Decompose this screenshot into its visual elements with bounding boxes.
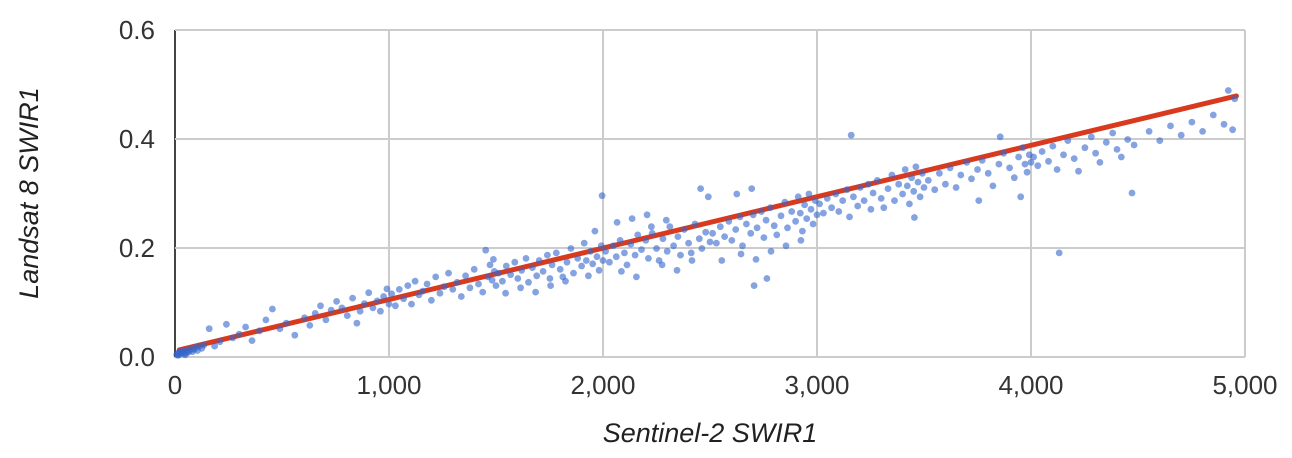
trendline bbox=[176, 93, 1239, 353]
y-axis-title: Landsat 8 SWIR1 bbox=[14, 87, 44, 299]
svg-text:2,000: 2,000 bbox=[570, 370, 635, 400]
svg-text:1,000: 1,000 bbox=[356, 370, 421, 400]
svg-text:3,000: 3,000 bbox=[784, 370, 849, 400]
gridlines bbox=[174, 29, 1246, 358]
svg-text:0.6: 0.6 bbox=[119, 15, 155, 45]
scatter-points bbox=[173, 87, 1239, 359]
tick-labels: 0 1,000 2,000 3,000 4,000 5,000 0.0 0.2 0.4 0.6 bbox=[119, 15, 1278, 400]
svg-text:0.2: 0.2 bbox=[119, 233, 155, 263]
svg-text:4,000: 4,000 bbox=[998, 370, 1063, 400]
svg-text:0.0: 0.0 bbox=[119, 342, 155, 372]
svg-text:0.4: 0.4 bbox=[119, 124, 155, 154]
svg-text:5,000: 5,000 bbox=[1212, 370, 1277, 400]
svg-text:0: 0 bbox=[168, 370, 182, 400]
x-axis-title: Sentinel-2 SWIR1 bbox=[602, 418, 818, 448]
